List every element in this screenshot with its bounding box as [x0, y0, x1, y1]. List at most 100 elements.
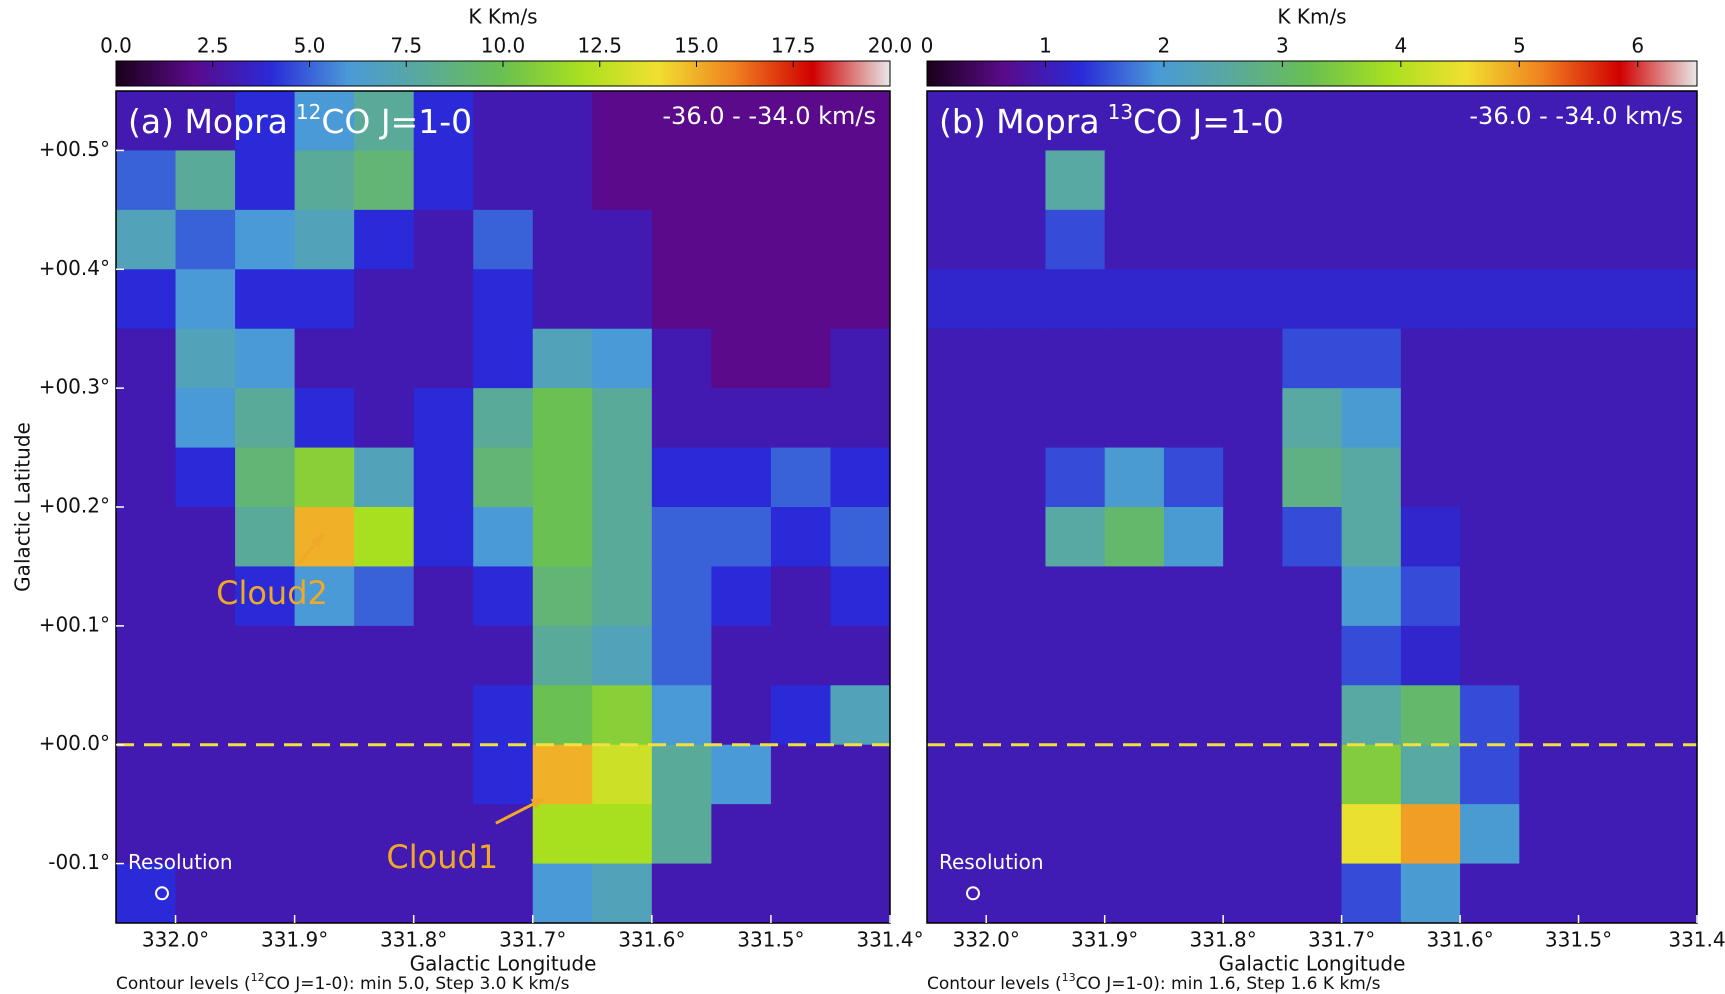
heatmap-cell — [711, 685, 772, 746]
heatmap-cell — [175, 685, 236, 746]
heatmap-cell — [235, 744, 296, 805]
resolution-label: Resolution — [939, 850, 1044, 874]
heatmap-cell — [235, 863, 296, 923]
heatmap-cell — [116, 625, 177, 686]
heatmap-cell — [473, 388, 534, 449]
heatmap-cell — [651, 625, 712, 686]
heatmap-cell — [116, 388, 177, 449]
heatmap-cell — [1637, 566, 1697, 627]
heatmap-cell — [413, 91, 474, 151]
heatmap-cell — [1163, 150, 1224, 211]
heatmap-cell — [235, 91, 296, 151]
contour-note: Contour levels (12CO J=1-0): min 5.0, St… — [116, 971, 570, 994]
heatmap-cell — [1045, 566, 1106, 627]
heatmap-cell — [413, 150, 474, 211]
panel-label-suffix: CO J=1-0 — [321, 102, 472, 141]
x-tick-label: 331.9° — [1071, 928, 1138, 952]
heatmap-cell — [473, 625, 534, 686]
heatmap-cell — [1104, 209, 1165, 270]
heatmap-cell — [770, 209, 831, 270]
heatmap-cell — [711, 269, 772, 330]
heatmap-cell — [711, 804, 772, 865]
heatmap-cell — [1578, 685, 1639, 746]
heatmap-cell — [473, 150, 534, 211]
heatmap-cell — [1104, 507, 1165, 567]
heatmap-cell — [1282, 507, 1343, 567]
heatmap-cell — [413, 209, 474, 270]
colorbar-label: K Km/s — [1277, 5, 1346, 29]
heatmap-cell — [1163, 507, 1224, 567]
heatmap-cell — [1223, 209, 1283, 270]
heatmap-cell — [1282, 447, 1343, 508]
panel-label: (a) Mopra 12CO J=1-0 — [128, 100, 472, 141]
heatmap-cell — [651, 269, 712, 330]
heatmap-cell — [1519, 507, 1580, 567]
x-tick-label: 331.6° — [618, 928, 685, 952]
heatmap-cell — [294, 685, 355, 746]
heatmap-cell — [1223, 328, 1283, 389]
heatmap-cell — [473, 447, 534, 508]
heatmap-cell — [1104, 744, 1165, 805]
heatmap-cell — [830, 328, 890, 389]
heatmap-cell — [473, 91, 534, 151]
heatmap-cell — [830, 91, 890, 151]
heatmap-cell — [413, 804, 474, 865]
heatmap-cell — [354, 804, 415, 865]
heatmap-cell — [1519, 328, 1580, 389]
heatmap-cell — [116, 804, 177, 865]
heatmap-cell — [770, 507, 831, 567]
colorbar-tick-label: 2 — [1158, 34, 1171, 58]
heatmap-cell — [413, 863, 474, 923]
x-axis-label: Galactic Longitude — [1219, 952, 1406, 976]
heatmap-cell — [532, 566, 593, 627]
heatmap-cell — [1519, 91, 1580, 151]
x-axis-label: Galactic Longitude — [410, 952, 597, 976]
heatmap-cell — [116, 566, 177, 627]
resolution-label: Resolution — [128, 850, 233, 874]
heatmap-cell — [1282, 209, 1343, 270]
y-tick-label: +00.3° — [39, 375, 110, 399]
heatmap-cell — [986, 269, 1046, 330]
heatmap-cell — [354, 388, 415, 449]
heatmap-cell — [1460, 91, 1520, 151]
heatmap-cell — [532, 91, 593, 151]
heatmap-cell — [1104, 804, 1165, 865]
heatmap-cell — [1460, 388, 1520, 449]
panel-label-suffix: CO J=1-0 — [1133, 102, 1284, 141]
note-prefix: Contour levels ( — [116, 974, 251, 994]
heatmap-cell — [927, 91, 987, 151]
heatmap-cell — [1104, 566, 1165, 627]
heatmap-cell — [1223, 566, 1283, 627]
heatmap-cell — [235, 150, 296, 211]
heatmap-cell — [1341, 328, 1402, 389]
heatmap-cell — [1045, 328, 1106, 389]
note-suffix: CO J=1-0): min 5.0, Step 3.0 K km/s — [265, 974, 570, 994]
heatmap-cell — [175, 209, 236, 270]
x-tick-label: 331.4 — [1668, 928, 1725, 952]
x-tick-label: 332.0° — [142, 928, 209, 952]
colorbar-tick-label: 7.5 — [390, 34, 422, 58]
heatmap-cell — [1282, 625, 1343, 686]
heatmap-cell — [592, 625, 653, 686]
heatmap-cell — [1163, 566, 1224, 627]
heatmap-cell — [1578, 625, 1639, 686]
heatmap-cell — [354, 685, 415, 746]
y-tick-label: +00.4° — [39, 256, 110, 280]
heatmap-cell — [1637, 328, 1697, 389]
heatmap-cell — [1460, 328, 1520, 389]
contour-note: Contour levels (13CO J=1-0): min 1.6, St… — [927, 971, 1381, 994]
colorbar-tick-label: 6 — [1631, 34, 1644, 58]
heatmap-cell — [1578, 804, 1639, 865]
heatmap-cell — [1400, 744, 1461, 805]
heatmap-cell — [235, 804, 296, 865]
heatmap-cell — [175, 269, 236, 330]
plot — [116, 91, 890, 923]
heatmap-cell — [986, 447, 1046, 508]
heatmap-cell — [532, 209, 593, 270]
x-tick-label: 331.8° — [380, 928, 447, 952]
heatmap-cell — [235, 566, 296, 627]
heatmap-cell — [651, 91, 712, 151]
heatmap-cell — [1104, 863, 1165, 923]
heatmap-cell — [1519, 744, 1580, 805]
heatmap-cell — [1637, 863, 1697, 923]
